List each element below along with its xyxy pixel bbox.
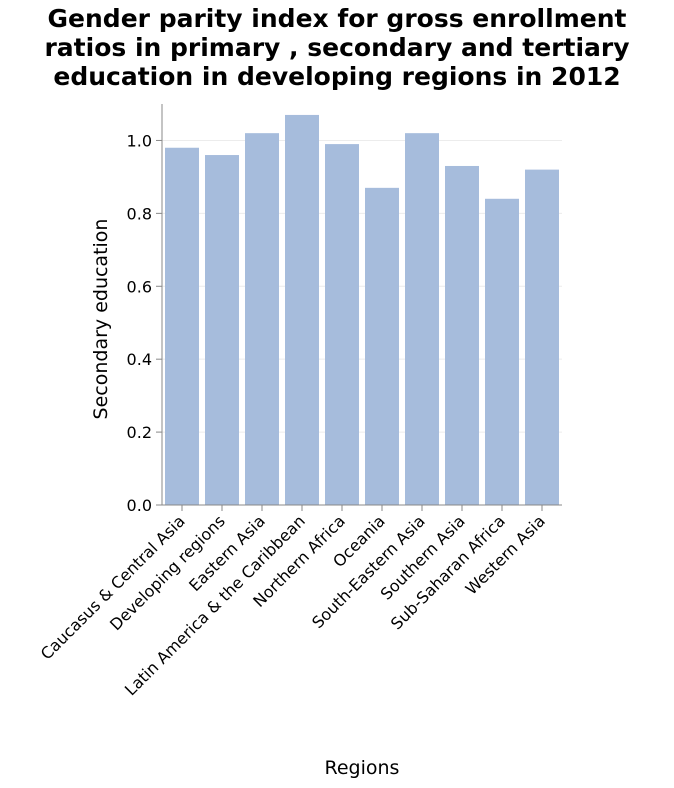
y-tick-label: 1.0 bbox=[127, 131, 152, 150]
y-tick-label: 0.6 bbox=[127, 277, 152, 296]
bar bbox=[245, 133, 279, 505]
bar bbox=[445, 165, 479, 506]
chart-title-line-1: Gender parity index for gross enrollment bbox=[47, 4, 627, 33]
bar bbox=[325, 144, 359, 505]
y-tick-labels: 0.0 0.2 0.4 0.6 0.8 1.0 bbox=[127, 131, 152, 515]
x-axis-title: Regions bbox=[325, 757, 400, 779]
bar bbox=[365, 187, 399, 505]
bar bbox=[405, 133, 439, 505]
bar bbox=[285, 114, 319, 505]
chart-title: Gender parity index for gross enrollment… bbox=[0, 4, 674, 91]
y-tick-label: 0.2 bbox=[127, 423, 152, 442]
bar bbox=[165, 147, 199, 505]
y-tick-label: 0.8 bbox=[127, 204, 152, 223]
bar bbox=[485, 198, 519, 506]
chart-title-line-3: education in developing regions in 2012 bbox=[53, 62, 621, 91]
bar bbox=[205, 155, 239, 505]
chart-title-line-2: ratios in primary , secondary and tertia… bbox=[44, 33, 630, 62]
y-tick-label: 0.0 bbox=[127, 496, 152, 515]
bars bbox=[165, 114, 559, 506]
y-tick-label: 0.4 bbox=[127, 350, 152, 369]
axes bbox=[156, 104, 562, 511]
y-axis-title: Secondary education bbox=[90, 219, 112, 420]
bar bbox=[525, 169, 559, 506]
